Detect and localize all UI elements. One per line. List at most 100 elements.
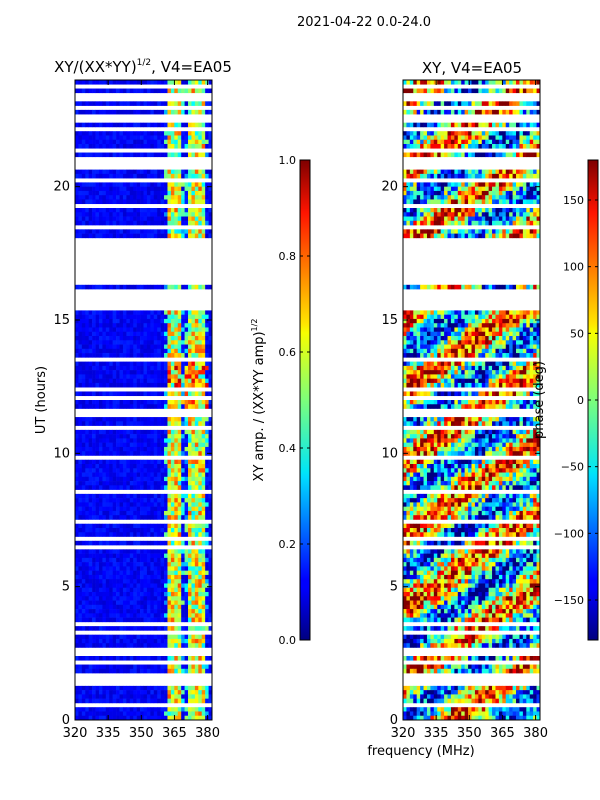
amplitude-cell [170, 587, 175, 593]
amplitude-cell [116, 378, 120, 384]
phase-cell [440, 101, 445, 106]
amplitude-cell [78, 617, 83, 623]
amplitude-cell [191, 208, 196, 213]
amplitude-cell [122, 707, 127, 712]
amplitude-cell [105, 634, 110, 640]
amplitude-cell [174, 515, 179, 520]
amplitude-cell [119, 711, 124, 717]
amplitude-cell [119, 668, 124, 674]
phase-cell [492, 80, 496, 85]
amplitude-cell [167, 634, 172, 640]
amplitude-cell [181, 468, 185, 473]
amplitude-cell [146, 481, 151, 486]
phase-cell [481, 208, 486, 213]
amplitude-cell [133, 348, 137, 354]
amplitude-cell [95, 365, 100, 371]
amplitude-cell [116, 144, 120, 149]
amplitude-cell [75, 101, 79, 106]
phase-cell [461, 212, 465, 217]
phase-cell [413, 229, 417, 234]
amplitude-cell [122, 604, 127, 610]
amplitude-cell [160, 600, 165, 606]
phase-cell [406, 109, 411, 115]
amplitude-cell [184, 438, 189, 443]
amplitude-cell [198, 515, 203, 520]
amplitude-cell [75, 638, 79, 644]
amplitude-cell [146, 562, 151, 567]
amplitude-cell [205, 382, 209, 388]
amplitude-cell [92, 592, 96, 597]
amplitude-cell [184, 690, 189, 695]
amplitude-cell [143, 361, 148, 367]
amplitude-cell [143, 472, 148, 478]
phase-cell [471, 144, 476, 149]
amplitude-cell [164, 190, 168, 196]
phase-cell [440, 212, 445, 217]
amplitude-cell [88, 152, 93, 158]
amplitude-cell [98, 506, 103, 512]
amplitude-cell [102, 169, 107, 175]
phase-cell [536, 122, 541, 128]
amplitude-cell [188, 438, 192, 443]
amplitude-cell [81, 634, 86, 640]
amplitude-cell [194, 331, 199, 337]
amplitude-cell [160, 348, 165, 354]
amplitude-cell [160, 557, 165, 563]
amplitude-cell [167, 216, 172, 222]
phase-cell [481, 186, 486, 192]
amplitude-cell [153, 694, 158, 699]
amplitude-cell [170, 404, 175, 409]
amplitude-cell [167, 220, 172, 226]
amplitude-cell [133, 583, 137, 589]
amplitude-cell [126, 446, 131, 452]
amplitude-cell [112, 446, 117, 452]
phase-cell [403, 101, 407, 106]
amplitude-cell [78, 600, 83, 606]
amplitude-cell [198, 685, 203, 691]
amplitude-cell [181, 318, 185, 324]
amplitude-cell [102, 144, 107, 149]
amplitude-cell [153, 472, 158, 478]
amplitude-cell [153, 570, 158, 576]
amplitude-cell [133, 604, 137, 610]
amplitude-cell [92, 344, 96, 350]
amplitude-cell [140, 190, 144, 196]
amplitude-cell [116, 485, 120, 490]
phase-cell [409, 152, 414, 158]
amplitude-cell [164, 557, 168, 563]
phase-cell [485, 122, 489, 128]
amplitude-cell [78, 370, 83, 375]
amplitude-cell [153, 540, 158, 546]
amplitude-cell [174, 122, 179, 128]
amplitude-cell [198, 464, 203, 469]
amplitude-cell [201, 199, 206, 205]
amplitude-cell [75, 664, 79, 670]
amplitude-cell [81, 438, 86, 443]
phase-cell [461, 144, 465, 149]
amplitude-cell [98, 344, 103, 350]
amplitude-cell [112, 348, 117, 354]
phase-cell [450, 195, 455, 200]
amplitude-cell [208, 144, 213, 149]
amplitude-cell [81, 378, 86, 384]
amplitude-cell [105, 587, 110, 593]
amplitude-cell [116, 557, 120, 563]
amplitude-cell [92, 229, 96, 234]
amplitude-cell [119, 336, 124, 341]
amplitude-cell [170, 216, 175, 222]
amplitude-cell [194, 404, 199, 409]
amplitude-cell [133, 532, 137, 537]
amplitude-cell [194, 190, 199, 196]
amplitude-cell [143, 182, 148, 187]
amplitude-cell [181, 284, 185, 290]
amplitude-cell [136, 617, 141, 623]
amplitude-cell [153, 515, 158, 520]
amplitude-cell [109, 523, 113, 529]
amplitude-cell [119, 310, 124, 315]
amplitude-cell [81, 434, 86, 439]
phase-cell [447, 186, 452, 192]
amplitude-cell [126, 707, 131, 712]
amplitude-cell [119, 88, 124, 94]
amplitude-cell [102, 464, 107, 469]
amplitude-cell [170, 493, 175, 499]
